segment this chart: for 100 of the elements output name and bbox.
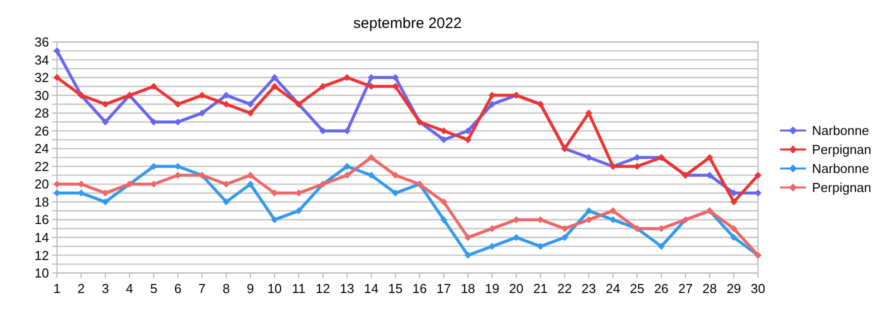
y-tick-label: 36 — [34, 34, 49, 50]
point — [222, 92, 230, 99]
point — [585, 154, 592, 161]
x-tick-label: 28 — [702, 281, 717, 296]
point — [464, 234, 472, 241]
point — [319, 82, 326, 90]
point — [730, 234, 738, 241]
x-tick-label: 1 — [53, 281, 61, 296]
x-tick-label: 16 — [412, 281, 427, 296]
point — [368, 154, 375, 161]
x-tick-label: 27 — [678, 281, 693, 296]
point — [198, 110, 206, 117]
point — [754, 172, 762, 179]
point — [392, 190, 399, 197]
x-tick-label: 17 — [436, 281, 451, 296]
point — [344, 74, 351, 82]
point — [464, 127, 472, 134]
point — [246, 110, 254, 117]
point — [536, 242, 544, 250]
point — [54, 74, 60, 82]
x-tick-label: 25 — [630, 281, 644, 296]
x-tick-label: 19 — [484, 281, 500, 296]
y-tick-label: 32 — [34, 70, 49, 86]
point — [464, 136, 472, 144]
x-tick-label: 21 — [533, 281, 548, 296]
y-tick-label: 24 — [34, 141, 49, 156]
x-tick-label: 26 — [654, 281, 669, 296]
y-tick-label: 26 — [34, 123, 49, 138]
point — [706, 154, 714, 161]
point — [222, 100, 230, 108]
x-tick-label: 23 — [582, 281, 596, 296]
point — [440, 136, 448, 144]
point — [368, 172, 375, 179]
x-tick-label: 29 — [726, 281, 742, 296]
point — [222, 198, 230, 206]
x-tick-label: 15 — [388, 281, 403, 296]
point — [464, 252, 472, 259]
x-tick-label: 4 — [126, 281, 134, 296]
point — [585, 207, 592, 214]
x-tick-label: 30 — [750, 281, 766, 296]
point — [271, 82, 278, 90]
point — [488, 225, 496, 232]
x-tick-label: 8 — [222, 281, 230, 296]
x-tick-label: 11 — [292, 281, 306, 296]
point — [102, 198, 109, 206]
y-tick-label: 16 — [34, 212, 49, 228]
point — [344, 127, 351, 134]
x-tick-label: 7 — [198, 281, 206, 296]
x-tick-label: 13 — [340, 281, 354, 296]
x-tick-label: 3 — [102, 281, 109, 296]
point — [609, 216, 616, 224]
point — [440, 216, 448, 224]
point — [392, 172, 399, 179]
x-tick-label: 5 — [150, 281, 158, 296]
point — [609, 207, 616, 214]
point — [174, 100, 182, 108]
y-tick-label: 14 — [34, 230, 49, 246]
y-tick-label: 28 — [34, 106, 49, 121]
point — [344, 162, 351, 170]
y-tick-label: 18 — [34, 194, 49, 210]
point — [150, 82, 158, 90]
legend-label: Narbonne — [812, 123, 870, 138]
point — [271, 74, 278, 82]
point — [246, 180, 254, 188]
x-tick-label: 14 — [364, 281, 378, 296]
point — [295, 207, 302, 214]
point — [440, 198, 448, 206]
point — [54, 180, 60, 188]
point — [54, 47, 60, 54]
y-tick-label: 22 — [34, 158, 49, 174]
point — [102, 190, 109, 197]
legend-label: Perpignan — [812, 180, 872, 196]
point — [271, 216, 278, 224]
point — [585, 216, 592, 224]
y-tick-label: 20 — [34, 176, 49, 192]
point — [585, 110, 592, 117]
x-tick-label: 24 — [606, 281, 620, 296]
legend-label: Perpignan — [812, 142, 872, 158]
x-tick-label: 20 — [509, 281, 524, 296]
point — [488, 242, 496, 250]
x-tick-label: 2 — [78, 281, 85, 296]
point — [561, 234, 568, 241]
point — [561, 225, 568, 232]
x-tick-label: 18 — [460, 281, 476, 296]
x-tick-label: 9 — [246, 281, 254, 296]
point — [658, 242, 665, 250]
point — [319, 127, 326, 134]
point — [246, 172, 254, 179]
point — [246, 100, 254, 108]
point — [440, 127, 448, 134]
point — [344, 172, 351, 179]
x-tick-label: 22 — [557, 281, 572, 296]
y-tick-label: 10 — [34, 266, 49, 281]
chart-title: septembre 2022 — [353, 15, 462, 32]
point — [102, 118, 109, 126]
x-tick-label: 12 — [316, 281, 330, 296]
point — [512, 234, 520, 241]
point — [730, 225, 738, 232]
y-tick-label: 12 — [34, 248, 49, 263]
x-tick-label: 6 — [174, 281, 182, 296]
